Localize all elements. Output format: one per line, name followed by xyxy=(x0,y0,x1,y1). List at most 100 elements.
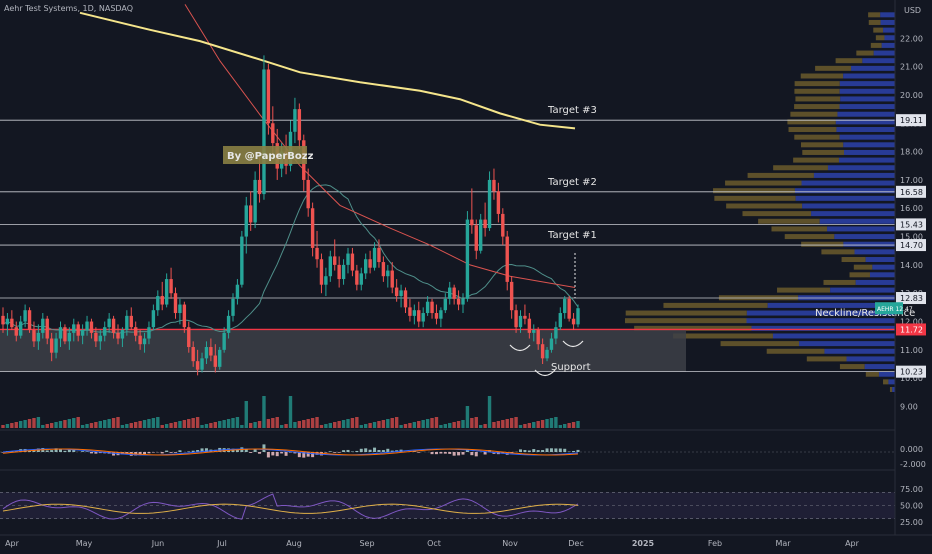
macd-histogram-bar xyxy=(537,450,540,452)
volume-bar xyxy=(448,423,451,428)
macd-pane xyxy=(0,444,895,470)
candle-body xyxy=(576,308,579,324)
candle-body xyxy=(130,316,133,327)
volume-bar xyxy=(125,424,128,428)
price-tag-label: 16.58 xyxy=(900,188,923,197)
volume-bar xyxy=(576,421,579,428)
header: Aehr Test Systems, 1D, NASDAQ USD xyxy=(4,4,921,15)
candle-body xyxy=(231,299,234,316)
profile-bar xyxy=(855,249,895,254)
candle-body xyxy=(298,109,301,140)
candle-body xyxy=(121,330,124,338)
volume-bar xyxy=(214,422,217,428)
price-tag-label: 14.70 xyxy=(900,241,923,250)
volume-bar xyxy=(231,418,234,428)
profile-bar xyxy=(821,249,854,254)
volume-bar xyxy=(377,421,380,428)
profile-bar xyxy=(801,242,843,247)
candle-body xyxy=(6,319,9,325)
volume-bar xyxy=(417,421,420,428)
price-tick-label: 18.00 xyxy=(900,148,923,157)
volume-bar xyxy=(470,418,473,428)
profile-bar xyxy=(758,219,820,224)
candle-body xyxy=(497,191,500,214)
profile-bar xyxy=(879,372,895,377)
profile-bar xyxy=(836,58,863,63)
time-tick-label: Jun xyxy=(151,539,165,548)
profile-bar xyxy=(872,265,895,270)
macd-histogram-bar xyxy=(347,450,350,452)
volume-bar xyxy=(200,425,203,428)
macd-histogram-bar xyxy=(382,450,385,452)
profile-bar xyxy=(790,112,837,117)
macd-histogram-bar xyxy=(444,452,447,454)
profile-bar xyxy=(842,257,866,262)
rsi-tick-label: 50.00 xyxy=(900,502,923,511)
candle-body xyxy=(444,299,447,310)
candle-body xyxy=(253,180,256,222)
profile-bar xyxy=(795,81,840,86)
volume-bar xyxy=(183,420,186,428)
candle-body xyxy=(85,322,88,330)
volume-bar xyxy=(41,425,44,428)
profile-bar xyxy=(823,280,855,285)
volume-bar xyxy=(559,425,562,428)
candle-body xyxy=(430,302,433,313)
volume-bar xyxy=(130,423,133,428)
volume-bar xyxy=(320,425,323,428)
volume-bar xyxy=(37,417,40,428)
macd-histogram-bar xyxy=(572,451,575,452)
candle-body xyxy=(324,276,327,284)
profile-bar xyxy=(873,28,883,33)
volume-bar xyxy=(50,423,53,428)
time-tick-label: Feb xyxy=(708,539,722,548)
candle-body xyxy=(112,319,115,333)
volume-bar xyxy=(457,421,460,428)
time-tick-label: Mar xyxy=(775,539,791,548)
candle-body xyxy=(364,259,367,273)
volume-bar xyxy=(121,425,124,428)
profile-bar xyxy=(802,150,844,155)
macd-histogram-bar xyxy=(519,449,522,452)
volume-bar xyxy=(514,417,517,428)
volume-bar xyxy=(15,422,18,428)
profile-bar xyxy=(801,142,843,147)
volume-bar xyxy=(240,425,243,428)
volume-bar xyxy=(567,423,570,428)
macd-histogram-bar xyxy=(470,452,473,455)
candle-body xyxy=(466,220,469,299)
macd-histogram-bar xyxy=(63,451,66,452)
candle-body xyxy=(377,248,380,262)
profile-bar xyxy=(796,196,895,201)
candle-body xyxy=(143,339,146,345)
candle-body xyxy=(76,324,79,335)
candle-body xyxy=(532,330,535,333)
profile-bar xyxy=(794,104,839,109)
macd-histogram-bar xyxy=(178,450,181,452)
profile-bar xyxy=(802,203,895,208)
volume-bar xyxy=(329,423,332,428)
volume-bar xyxy=(355,417,358,428)
volume-bar xyxy=(466,406,469,428)
volume-bar xyxy=(528,423,531,428)
macd-histogram-bar xyxy=(267,452,270,457)
volume-bar xyxy=(19,421,22,428)
macd-histogram-bar xyxy=(448,452,451,454)
candle-body xyxy=(306,180,309,208)
volume-bar xyxy=(483,424,486,428)
candle-body xyxy=(355,271,358,285)
volume-bar xyxy=(218,421,221,428)
candle-body xyxy=(563,299,566,313)
volume-bar xyxy=(138,421,141,428)
candle-body xyxy=(470,220,473,226)
time-tick-label: Apr xyxy=(845,539,860,548)
volume-bar xyxy=(461,420,464,428)
profile-bar xyxy=(851,66,895,71)
candle-body xyxy=(23,310,26,321)
profile-bar xyxy=(882,43,895,48)
volume-bar xyxy=(298,421,301,428)
volume-bar xyxy=(152,418,155,428)
candle-body xyxy=(475,225,478,250)
